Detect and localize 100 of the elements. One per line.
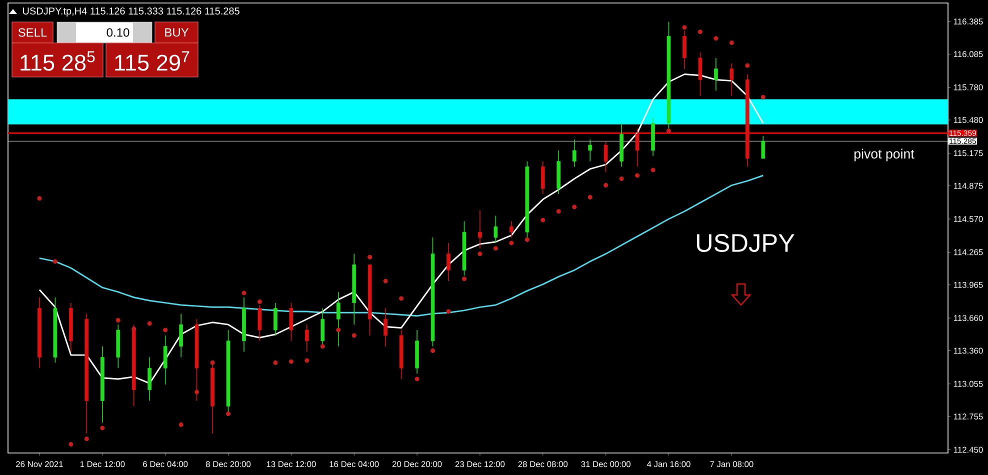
candlestick [540, 160, 545, 194]
point [383, 278, 388, 284]
point [698, 30, 702, 34]
point [68, 442, 74, 447]
candlestick [304, 324, 309, 352]
point [493, 246, 498, 251]
y-tick-label: 116.385 [954, 18, 983, 24]
point [320, 344, 325, 349]
point [210, 360, 215, 365]
candlestick [320, 308, 325, 347]
point [462, 276, 467, 282]
point [729, 40, 734, 45]
candlestick [761, 136, 766, 159]
candlestick [604, 141, 608, 173]
x-tick-label: 20 Dec 20:00 [392, 461, 442, 468]
x-tick-label: 8 Dec 20:00 [206, 461, 251, 468]
candlestick [179, 313, 183, 358]
point [604, 183, 608, 188]
candlestick [698, 52, 702, 96]
candlestick [572, 139, 576, 168]
point [509, 240, 514, 246]
candlestick [588, 139, 592, 162]
point [288, 359, 294, 364]
point [446, 309, 451, 314]
x-tick-label: 6 Dec 04:00 [143, 461, 188, 468]
annotation: SELL [18, 28, 47, 37]
annotation: BUY [165, 28, 189, 37]
y-tick-label: 113.660 [954, 315, 983, 322]
x-tick-label: 1 Dec 12:00 [80, 461, 125, 468]
point [760, 94, 766, 100]
x-tick-label: 7 Jan 08:00 [710, 461, 754, 468]
y-tick-label: 113.965 [954, 282, 983, 288]
candlestick [714, 58, 718, 91]
point [368, 254, 372, 260]
annotation: 0.10 [106, 28, 130, 37]
y-tick-label: 112.755 [954, 414, 983, 420]
x-tick-label: 23 Dec 12:00 [455, 461, 505, 468]
point [588, 194, 592, 200]
point [650, 168, 656, 172]
point [540, 218, 546, 222]
candlestick [384, 308, 388, 347]
annotation: 115 29$^{7}$ [115, 51, 190, 71]
point [524, 237, 530, 242]
candlestick [510, 220, 514, 238]
point [414, 376, 420, 382]
point [745, 63, 750, 68]
candlestick [446, 242, 450, 282]
point [84, 436, 89, 442]
y-tick-label: 115.480 [954, 117, 983, 123]
candlestick [274, 302, 278, 336]
annotation: USDJPY [696, 234, 794, 252]
candlestick [478, 210, 482, 249]
point [116, 318, 120, 322]
x-tick-label: 26 Nov 2021 [16, 461, 63, 468]
y-tick-label: 114.570 [954, 216, 983, 222]
point [52, 259, 58, 264]
point [273, 360, 278, 365]
point [242, 290, 246, 296]
point [682, 25, 687, 30]
point [572, 204, 577, 210]
point [100, 426, 105, 430]
y-tick-label: 112.450 [954, 446, 983, 453]
candlestick [258, 304, 262, 342]
y-tick-label: 113.360 [954, 348, 983, 354]
chart-title: USDJPY.tp,H4 115.126 115.333 115.126 115.285 [23, 7, 240, 17]
x-tick-label: 4 Jan 16:00 [647, 461, 690, 468]
point [430, 348, 436, 353]
y-tick-label: 114.265 [954, 249, 983, 256]
y-tick-label: 116.085 [954, 51, 983, 58]
text: pivot point [854, 148, 914, 162]
candlestick [730, 62, 734, 96]
x-tick-label: 16 Dec 04:00 [330, 461, 379, 468]
y-tick-label: 114.875 [954, 182, 983, 189]
candlestick [148, 356, 152, 402]
point [132, 326, 136, 332]
point [336, 328, 341, 332]
point [304, 358, 310, 363]
x-tick-label: 13 Dec 12:00 [266, 461, 316, 468]
point [619, 176, 624, 182]
point [556, 209, 561, 214]
candlestick [289, 302, 294, 342]
candlestick [635, 128, 640, 168]
point [352, 333, 356, 338]
point [178, 422, 184, 427]
y-tick-label: 115.175 [954, 150, 983, 156]
point [37, 196, 42, 201]
x-tick-label: 28 Dec 08:00 [518, 461, 568, 468]
point [257, 299, 262, 304]
point [714, 36, 718, 41]
point [635, 173, 640, 178]
point [147, 321, 152, 326]
y-tick-label: 113.055 [954, 380, 983, 387]
candlestick [336, 292, 340, 347]
annotation: 115 28$^{5}$ [20, 51, 95, 71]
point [194, 390, 200, 394]
x-tick-label: 31 Dec 00:00 [581, 461, 630, 468]
point [478, 252, 482, 256]
point [226, 412, 231, 416]
point [163, 328, 168, 332]
candlestick [682, 30, 686, 70]
